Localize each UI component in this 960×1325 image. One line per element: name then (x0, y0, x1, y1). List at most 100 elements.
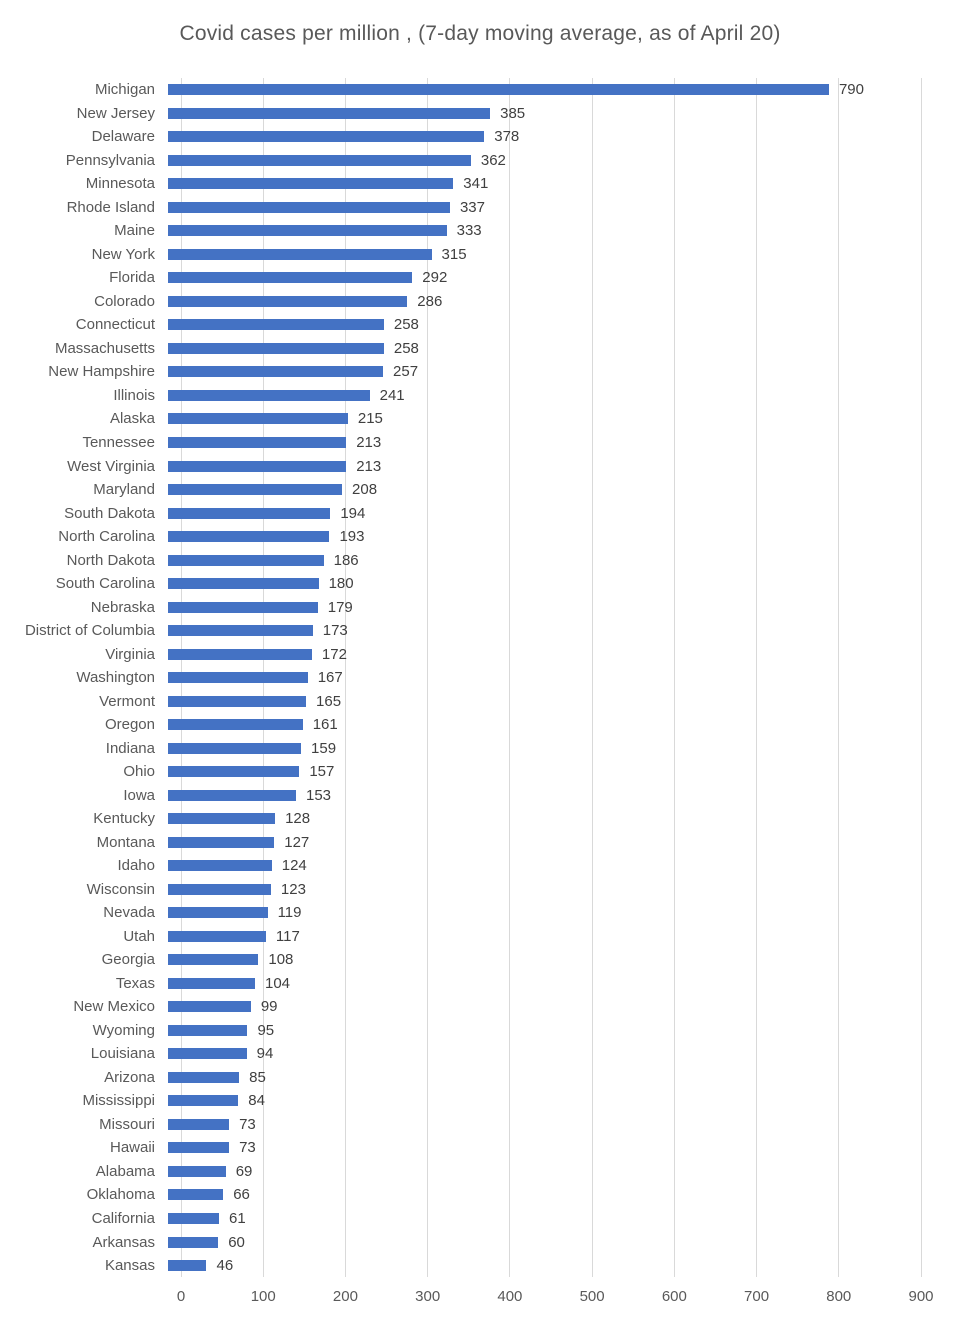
bar (168, 860, 272, 872)
category-label: Missouri (99, 1115, 155, 1133)
x-axis: 0 100 200 300 400 500 600 700 800 900 (177, 1288, 934, 1310)
category-label: Connecticut (75, 316, 155, 334)
bar-track: 73 (168, 1113, 921, 1137)
bar-row: Idaho 124 (0, 854, 921, 878)
bar (168, 507, 331, 519)
bar (168, 154, 471, 166)
category-label: Louisiana (90, 1045, 155, 1063)
bar-row: Kansas 46 (0, 1254, 921, 1278)
bar (168, 1142, 230, 1154)
gridline (427, 78, 429, 1277)
bar-row: Missouri 73 (0, 1113, 921, 1137)
bar-track: 215 (168, 407, 921, 431)
value-label: 60 (228, 1233, 245, 1251)
category-label: North Dakota (66, 551, 155, 569)
category-label: Texas (115, 974, 155, 992)
bar-track: 119 (168, 901, 921, 925)
chart-title: Covid cases per million , (7-day moving … (179, 22, 781, 45)
bar (168, 389, 370, 401)
value-label: 385 (500, 104, 526, 122)
bar-row: North Carolina 193 (0, 525, 921, 549)
category-label: Maryland (93, 481, 155, 499)
category-label: New York (91, 245, 155, 263)
bar-track: 69 (168, 1160, 921, 1184)
category-label: Arizona (104, 1068, 155, 1086)
bar-row: Florida 292 (0, 266, 921, 290)
value-label: 61 (229, 1210, 246, 1227)
bar-row: Rhode Island 337 (0, 196, 921, 220)
bar (168, 1118, 230, 1130)
bar (168, 201, 450, 213)
bar-track: 167 (168, 666, 921, 690)
category-label: Montana (96, 833, 155, 851)
bar (168, 554, 324, 566)
category-label: New Jersey (76, 104, 155, 122)
x-tick-label: 400 (497, 1288, 523, 1305)
bar-track: 333 (168, 219, 921, 243)
category-label: Oklahoma (86, 1186, 155, 1204)
bar-row: Ohio 157 (0, 760, 921, 784)
bar-track: 241 (168, 384, 921, 408)
bar-row: Arkansas 60 (0, 1230, 921, 1254)
bar-track: 194 (168, 501, 921, 525)
value-label: 124 (281, 857, 307, 875)
value-label: 193 (339, 528, 365, 546)
value-label: 333 (456, 222, 482, 240)
bar-track: 60 (168, 1230, 921, 1254)
bar-row: Maryland 208 (0, 478, 921, 502)
category-label: South Carolina (55, 575, 155, 593)
bar-track: 73 (168, 1136, 921, 1160)
bar-row: Oklahoma 66 (0, 1183, 921, 1207)
bar (168, 648, 312, 660)
bar (168, 789, 296, 801)
category-label: Wyoming (92, 1021, 155, 1039)
bar-row: South Dakota 194 (0, 501, 921, 525)
value-label: 258 (393, 316, 419, 334)
bar (168, 1095, 239, 1107)
bar-track: 127 (168, 831, 921, 855)
bar (168, 813, 276, 825)
bar (168, 883, 271, 895)
value-label: 127 (284, 833, 310, 851)
bar (168, 766, 300, 778)
bar (168, 484, 343, 496)
category-label: Nevada (103, 904, 155, 922)
x-tick-label: 300 (415, 1288, 441, 1305)
value-label: 167 (317, 669, 343, 687)
bar-track: 258 (168, 313, 921, 337)
gridline (344, 78, 346, 1277)
bar-row: Alaska 215 (0, 407, 921, 431)
value-label: 213 (356, 457, 382, 475)
value-label: 73 (239, 1139, 256, 1157)
bar (168, 672, 308, 684)
value-label: 119 (277, 904, 302, 922)
category-label: Georgia (101, 951, 155, 969)
category-label: Pennsylvania (65, 151, 155, 169)
value-label: 286 (417, 292, 443, 310)
value-label: 99 (260, 998, 278, 1016)
bar-row: Oregon 161 (0, 713, 921, 737)
value-label: 73 (239, 1115, 256, 1133)
bar-row: Nevada 119 (0, 901, 921, 925)
value-label: 159 (311, 739, 337, 757)
value-label: 257 (393, 363, 419, 381)
category-label: Idaho (117, 857, 155, 875)
bar-track: 193 (168, 525, 921, 549)
bar-track: 161 (168, 713, 921, 737)
bar-track: 46 (168, 1254, 921, 1278)
category-label: New Hampshire (48, 363, 155, 381)
x-tick-label: 500 (579, 1288, 605, 1305)
bar-track: 153 (168, 783, 921, 807)
category-label: Massachusetts (54, 339, 155, 357)
bar-track: 61 (168, 1207, 921, 1231)
bar-track: 94 (168, 1042, 921, 1066)
category-label: Virginia (105, 645, 155, 663)
bar-track: 208 (168, 478, 921, 502)
bar-row: Kentucky 128 (0, 807, 921, 831)
bar-track: 123 (168, 878, 921, 902)
bar (168, 531, 330, 543)
value-label: 315 (441, 245, 467, 263)
bar-row: Arizona 85 (0, 1066, 921, 1090)
bar (168, 272, 413, 284)
